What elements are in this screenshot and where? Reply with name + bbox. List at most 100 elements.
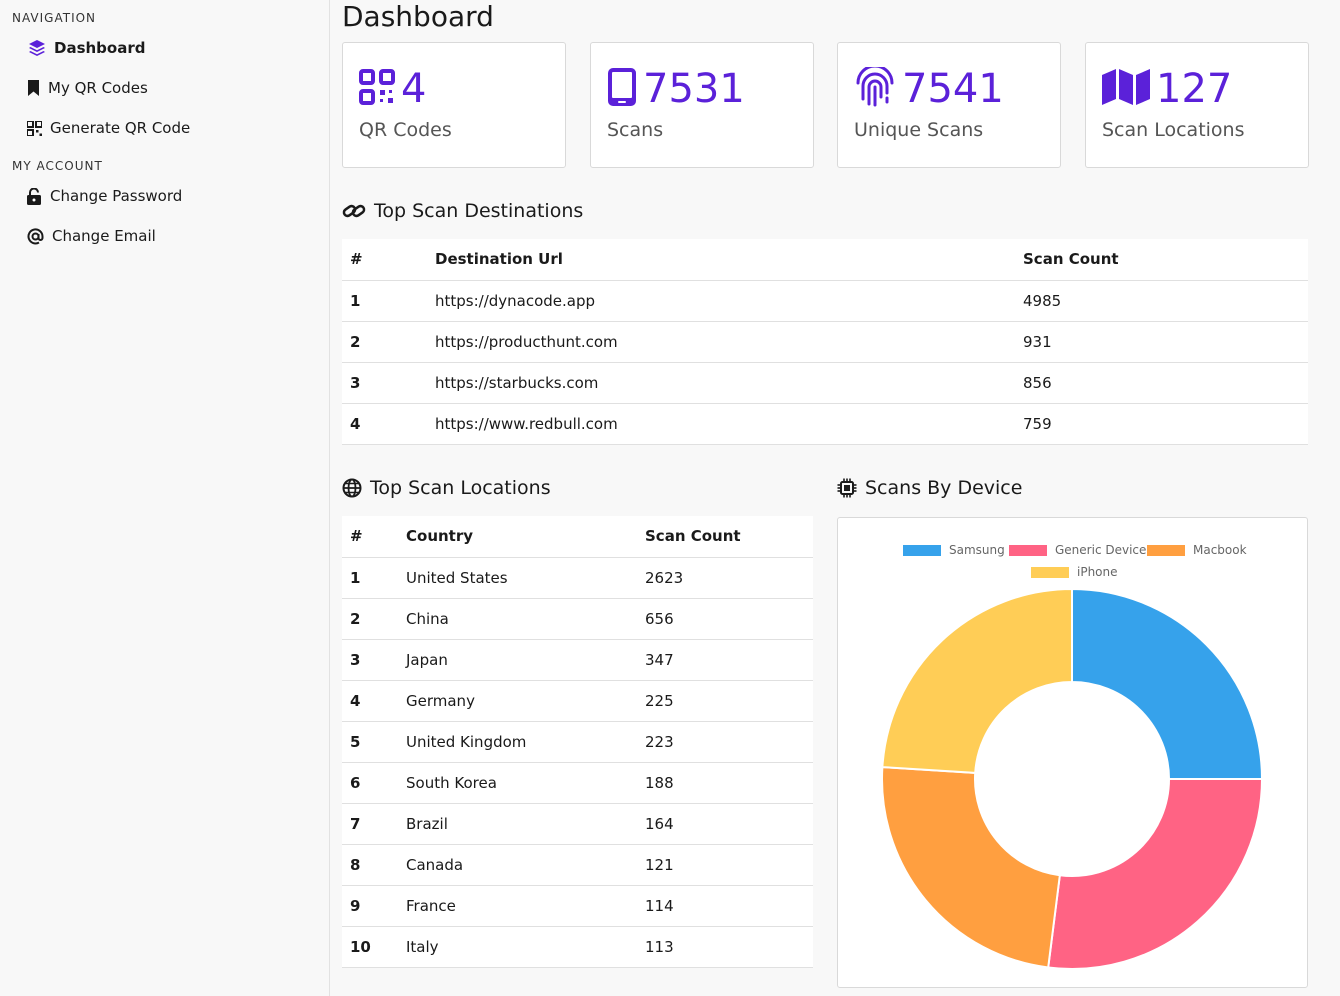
- stat-card-scan-locations: 127 Scan Locations: [1085, 42, 1309, 168]
- rank-cell: 9: [342, 885, 398, 927]
- donut-chart: [881, 587, 1264, 970]
- column-header: #: [342, 239, 427, 281]
- table-row: 1 https://dynacode.app 4985: [342, 280, 1308, 322]
- url-cell: https://www.redbull.com: [427, 403, 1015, 445]
- count-cell: 931: [1015, 321, 1308, 363]
- table-row: 4 Germany 225: [342, 680, 813, 722]
- country-cell: Japan: [398, 639, 637, 681]
- country-cell: United Kingdom: [398, 721, 637, 763]
- globe-icon: [342, 476, 362, 500]
- sidebar-item-change-email[interactable]: Change Email: [26, 223, 156, 249]
- sidebar-item-label: My QR Codes: [48, 79, 148, 97]
- sidebar-item-my-qr-codes[interactable]: My QR Codes: [26, 75, 148, 101]
- stat-card-qr-codes: 4 QR Codes: [342, 42, 566, 168]
- locations-table: # Country Scan Count 1 United States 2623 …: [342, 516, 813, 968]
- url-cell: https://starbucks.com: [427, 362, 1015, 404]
- country-cell: South Korea: [398, 762, 637, 804]
- count-cell: 4985: [1015, 280, 1308, 322]
- sidebar: NAVIGATION Dashboard My QR Codes Generat…: [0, 0, 330, 996]
- count-cell: 656: [637, 598, 813, 640]
- count-cell: 188: [637, 762, 813, 804]
- table-row: 6 South Korea 188: [342, 762, 813, 804]
- count-cell: 225: [637, 680, 813, 722]
- legend-item-samsung[interactable]: Samsung: [903, 543, 1005, 557]
- section-title-text: Top Scan Destinations: [374, 200, 584, 222]
- slice-generic-device[interactable]: [1047, 778, 1264, 970]
- rank-cell: 3: [342, 362, 427, 404]
- table-row: 2 China 656: [342, 598, 813, 640]
- rank-cell: 8: [342, 844, 398, 886]
- country-cell: Brazil: [398, 803, 637, 845]
- section-title-text: Top Scan Locations: [370, 477, 551, 499]
- at-sign-icon: [26, 227, 44, 245]
- qrcode-icon: [359, 69, 395, 109]
- stat-label: QR Codes: [359, 119, 452, 141]
- slice-samsung[interactable]: [1071, 587, 1264, 780]
- table-row: 4 https://www.redbull.com 759: [342, 403, 1308, 445]
- sidebar-item-label: Generate QR Code: [50, 119, 191, 137]
- legend-label: Generic Device: [1055, 543, 1147, 557]
- device-chart-card: Samsung Generic Device Macbook iPhone: [837, 517, 1308, 988]
- legend-label: Samsung: [949, 543, 1005, 557]
- url-cell: https://producthunt.com: [427, 321, 1015, 363]
- table-header-row: # Country Scan Count: [342, 516, 813, 558]
- legend-swatch: [1009, 544, 1047, 556]
- table-row: 2 https://producthunt.com 931: [342, 321, 1308, 363]
- mobile-phone-icon: [607, 67, 637, 111]
- legend-item-iphone[interactable]: iPhone: [1031, 565, 1118, 579]
- fingerprint-icon: [854, 64, 896, 111]
- legend-label: Macbook: [1193, 543, 1247, 557]
- slice-iphone[interactable]: [881, 587, 1073, 774]
- count-cell: 347: [637, 639, 813, 681]
- column-header: Scan Count: [637, 516, 813, 558]
- destinations-section-title: Top Scan Destinations: [342, 199, 583, 223]
- column-header: Country: [398, 516, 637, 558]
- destinations-table: # Destination Url Scan Count 1 https://dy…: [342, 239, 1308, 445]
- count-cell: 121: [637, 844, 813, 886]
- rank-cell: 10: [342, 926, 398, 968]
- slice-macbook[interactable]: [881, 766, 1061, 969]
- bookmark-icon: [26, 79, 40, 97]
- table-row: 7 Brazil 164: [342, 803, 813, 845]
- sidebar-item-change-password[interactable]: Change Password: [26, 183, 182, 209]
- table-row: 1 United States 2623: [342, 557, 813, 599]
- country-cell: China: [398, 598, 637, 640]
- column-header: Destination Url: [427, 239, 1015, 281]
- table-row: 9 France 114: [342, 885, 813, 927]
- rank-cell: 2: [342, 321, 427, 363]
- column-header: #: [342, 516, 398, 558]
- rank-cell: 4: [342, 403, 427, 445]
- rank-cell: 7: [342, 803, 398, 845]
- table-row: 10 Italy 113: [342, 926, 813, 968]
- count-cell: 113: [637, 926, 813, 968]
- microchip-icon: [837, 476, 857, 500]
- rank-cell: 3: [342, 639, 398, 681]
- column-header: Scan Count: [1015, 239, 1308, 281]
- rank-cell: 1: [342, 557, 398, 599]
- legend-item-macbook[interactable]: Macbook: [1147, 543, 1247, 557]
- country-cell: Germany: [398, 680, 637, 722]
- section-title-text: Scans By Device: [865, 477, 1023, 499]
- stat-card-unique-scans: 7541 Unique Scans: [837, 42, 1061, 168]
- link-icon: [342, 199, 366, 223]
- country-cell: United States: [398, 557, 637, 599]
- count-cell: 223: [637, 721, 813, 763]
- stat-value: 7541: [902, 66, 1004, 112]
- count-cell: 114: [637, 885, 813, 927]
- sidebar-item-dashboard[interactable]: Dashboard: [28, 35, 145, 61]
- sidebar-item-label: Change Email: [52, 227, 156, 245]
- table-row: 8 Canada 121: [342, 844, 813, 886]
- count-cell: 856: [1015, 362, 1308, 404]
- country-cell: France: [398, 885, 637, 927]
- page-title: Dashboard: [342, 0, 494, 33]
- stat-value: 4: [401, 66, 427, 112]
- legend-item-generic-device[interactable]: Generic Device: [1009, 543, 1146, 557]
- account-section-label: MY ACCOUNT: [12, 159, 103, 173]
- sidebar-item-generate-qr-code[interactable]: Generate QR Code: [26, 115, 190, 141]
- sidebar-item-label: Change Password: [50, 187, 183, 205]
- stat-label: Scans: [607, 119, 664, 141]
- navigation-section-label: NAVIGATION: [12, 11, 97, 25]
- locations-section-title: Top Scan Locations: [342, 476, 551, 500]
- stat-value: 127: [1156, 66, 1233, 112]
- stat-value: 7531: [643, 66, 745, 112]
